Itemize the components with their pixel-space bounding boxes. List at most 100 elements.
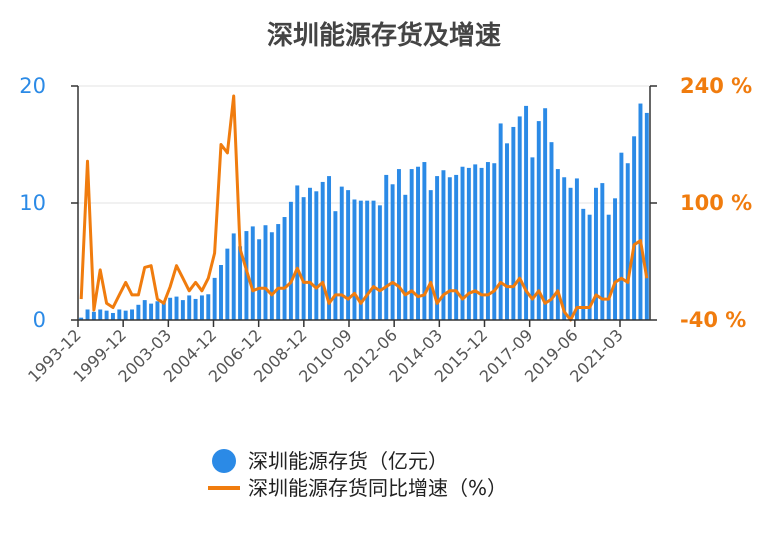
bar bbox=[377, 205, 382, 320]
bar bbox=[466, 167, 471, 320]
bar bbox=[543, 108, 548, 320]
bar bbox=[403, 194, 408, 320]
bar bbox=[479, 167, 484, 320]
growth-line bbox=[79, 94, 649, 322]
bar bbox=[644, 112, 649, 320]
bar bbox=[276, 224, 281, 320]
bar bbox=[263, 225, 268, 320]
bar bbox=[320, 181, 325, 320]
bar bbox=[193, 298, 198, 320]
bar bbox=[638, 103, 643, 320]
bar bbox=[269, 232, 274, 320]
bar bbox=[562, 177, 567, 320]
left-axis-ticks: 0 10 20 bbox=[19, 74, 78, 332]
bar bbox=[632, 136, 637, 320]
bar bbox=[390, 184, 395, 320]
bar bbox=[244, 231, 249, 320]
bar bbox=[517, 116, 522, 320]
bar bbox=[574, 178, 579, 320]
bar bbox=[219, 265, 223, 320]
bar bbox=[161, 301, 166, 320]
left-tick-label: 20 bbox=[19, 74, 46, 98]
bar bbox=[333, 211, 338, 320]
bar bbox=[536, 121, 541, 320]
legend: 深圳能源存货（亿元） 深圳能源存货同比增速（%） bbox=[208, 449, 507, 500]
bar bbox=[384, 174, 389, 320]
bar bbox=[473, 164, 478, 320]
bar bbox=[365, 200, 370, 320]
bar bbox=[524, 105, 529, 320]
bar bbox=[308, 187, 312, 320]
bar bbox=[568, 187, 573, 320]
bar bbox=[225, 248, 230, 320]
bar bbox=[352, 199, 357, 320]
right-axis-ticks: -40 % 100 % 240 % bbox=[650, 74, 752, 332]
bar bbox=[549, 142, 554, 320]
bar bbox=[581, 208, 586, 320]
bar bbox=[358, 200, 363, 320]
bar bbox=[505, 143, 509, 320]
bar bbox=[91, 311, 96, 320]
right-tick-label: -40 % bbox=[680, 308, 746, 332]
bar bbox=[441, 170, 446, 320]
bar bbox=[174, 296, 179, 320]
bar bbox=[110, 312, 115, 320]
bar bbox=[257, 239, 262, 320]
bar bbox=[282, 217, 287, 320]
bar bbox=[594, 187, 598, 320]
right-tick-label: 100 % bbox=[680, 191, 752, 215]
bar bbox=[288, 201, 293, 320]
bar bbox=[149, 303, 154, 320]
bar bbox=[142, 300, 147, 320]
bar bbox=[396, 169, 401, 320]
bar bbox=[212, 277, 217, 320]
bar bbox=[460, 166, 465, 320]
bar bbox=[606, 214, 611, 320]
legend-marker-inventory bbox=[212, 449, 236, 473]
bar bbox=[199, 295, 204, 320]
bar bbox=[250, 226, 255, 320]
chart-title: 深圳能源存货及增速 bbox=[267, 20, 501, 51]
bar bbox=[85, 309, 90, 320]
bar bbox=[295, 185, 300, 320]
bar bbox=[416, 166, 420, 320]
bar bbox=[206, 294, 211, 320]
bar bbox=[104, 310, 109, 320]
bar bbox=[625, 163, 630, 320]
bar bbox=[613, 198, 618, 320]
left-tick-label: 10 bbox=[19, 191, 46, 215]
bar bbox=[498, 123, 503, 320]
bar bbox=[238, 246, 243, 320]
bar bbox=[130, 309, 134, 320]
bar-series bbox=[79, 103, 649, 320]
bar bbox=[409, 169, 414, 320]
bar bbox=[117, 309, 122, 320]
line-series bbox=[79, 94, 649, 322]
bar bbox=[530, 157, 535, 320]
left-tick-label: 0 bbox=[33, 308, 46, 332]
bar bbox=[454, 174, 459, 320]
x-axis-ticks: 1993-121999-122003-032004-122006-122008-… bbox=[24, 320, 627, 386]
bar bbox=[447, 177, 452, 320]
legend-label-growth: 深圳能源存货同比增速（%） bbox=[248, 476, 507, 500]
bar bbox=[587, 214, 592, 320]
right-tick-label: 240 % bbox=[680, 74, 752, 98]
bar bbox=[422, 162, 427, 320]
bar bbox=[98, 309, 103, 320]
bar bbox=[123, 310, 128, 320]
bar bbox=[231, 233, 236, 320]
bar bbox=[136, 304, 141, 320]
bar bbox=[327, 176, 332, 320]
bar bbox=[492, 163, 497, 320]
bar bbox=[187, 295, 192, 320]
bar bbox=[428, 190, 433, 320]
bar bbox=[346, 190, 351, 320]
bar bbox=[600, 183, 605, 320]
bar bbox=[339, 186, 344, 320]
bar bbox=[619, 152, 624, 320]
bar bbox=[168, 297, 173, 320]
bar bbox=[180, 300, 185, 320]
bar bbox=[314, 191, 319, 320]
bar bbox=[511, 126, 516, 320]
